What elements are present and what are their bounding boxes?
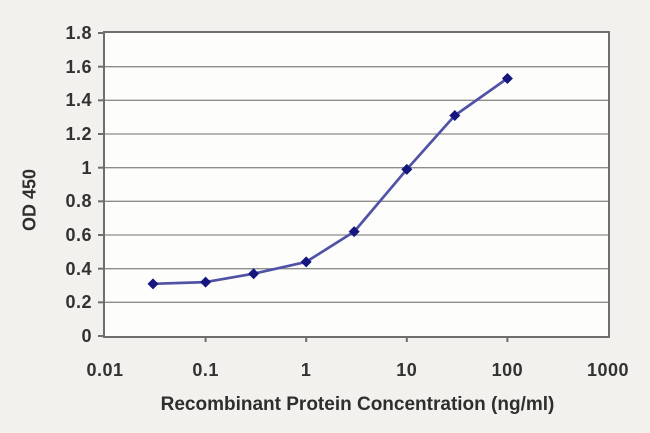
y-tick-label: 0.2 <box>65 292 92 313</box>
line-chart <box>98 32 608 342</box>
x-axis-title: Recombinant Protein Concentration (ng/ml… <box>160 394 555 415</box>
data-point-marker <box>501 72 513 84</box>
plot-area <box>98 31 610 342</box>
y-tick-label: 0.8 <box>65 191 92 212</box>
x-tick-label: 0.01 <box>86 360 124 380</box>
data-point-marker <box>401 163 413 175</box>
x-tick-label: 0.1 <box>192 360 219 380</box>
x-tick-label: 100 <box>491 360 524 380</box>
data-point-marker <box>300 256 312 268</box>
y-tick-label: 1.4 <box>65 90 92 111</box>
y-tick-label: 1 <box>81 157 92 178</box>
x-tick-label: 1000 <box>586 360 630 380</box>
y-tick-label: 0.4 <box>65 258 92 279</box>
data-point-marker <box>248 268 260 280</box>
data-point-marker <box>348 226 360 238</box>
series-line <box>152 77 509 286</box>
y-tick-label: 0.6 <box>65 225 92 245</box>
data-point-marker <box>449 109 461 121</box>
y-tick-label: 1.6 <box>65 56 92 77</box>
x-tick-label: 1 <box>300 360 312 380</box>
y-tick-label: 1.2 <box>65 124 92 144</box>
data-point-marker <box>200 276 212 288</box>
y-tick-label: 1.8 <box>65 23 92 43</box>
y-tick-label: 0 <box>81 326 92 346</box>
x-tick-label: 10 <box>396 360 418 380</box>
data-point-marker <box>147 278 159 290</box>
